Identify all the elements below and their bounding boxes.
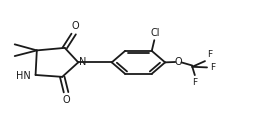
Text: F: F (207, 50, 212, 59)
Text: Cl: Cl (150, 28, 160, 38)
Text: N: N (79, 57, 87, 67)
Text: O: O (71, 21, 79, 31)
Text: HN: HN (16, 71, 31, 81)
Text: F: F (192, 78, 197, 87)
Text: O: O (174, 57, 182, 67)
Text: O: O (63, 95, 71, 105)
Text: F: F (210, 63, 215, 72)
